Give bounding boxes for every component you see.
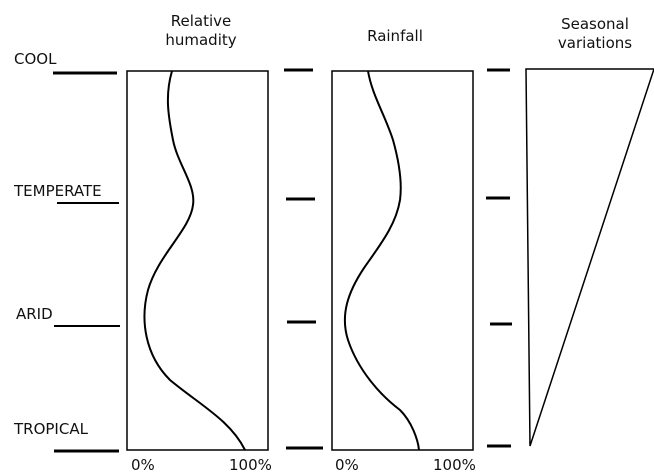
- zone-label-arid: ARID: [16, 305, 53, 323]
- rainfall-curve: [343, 70, 420, 451]
- humidity-panel-frame: [126, 70, 269, 451]
- humidity-title-line1: Relative: [170, 12, 232, 30]
- seasonal-title-line1: Seasonal: [561, 15, 629, 33]
- seasonal-title: Seasonal variations: [540, 15, 650, 53]
- zone-label-tropical: TROPICAL: [14, 420, 88, 438]
- rainfall-panel-frame: [331, 70, 474, 451]
- zone-label-temperate: TEMPERATE: [14, 182, 102, 200]
- zone-label-cool: COOL: [14, 50, 57, 68]
- humidity-axis-max: 100%: [229, 456, 272, 474]
- humidity-title-line2: humadity: [165, 31, 237, 49]
- humidity-axis-min: 0%: [131, 456, 155, 474]
- rainfall-title: Rainfall: [367, 27, 423, 45]
- rainfall-axis-min: 0%: [335, 456, 359, 474]
- seasonal-title-line2: variations: [557, 34, 633, 52]
- humidity-curve: [143, 70, 246, 451]
- seasonal-wedge: [525, 68, 654, 447]
- humidity-title: Relative humadity: [146, 12, 256, 50]
- rainfall-axis-max: 100%: [433, 456, 476, 474]
